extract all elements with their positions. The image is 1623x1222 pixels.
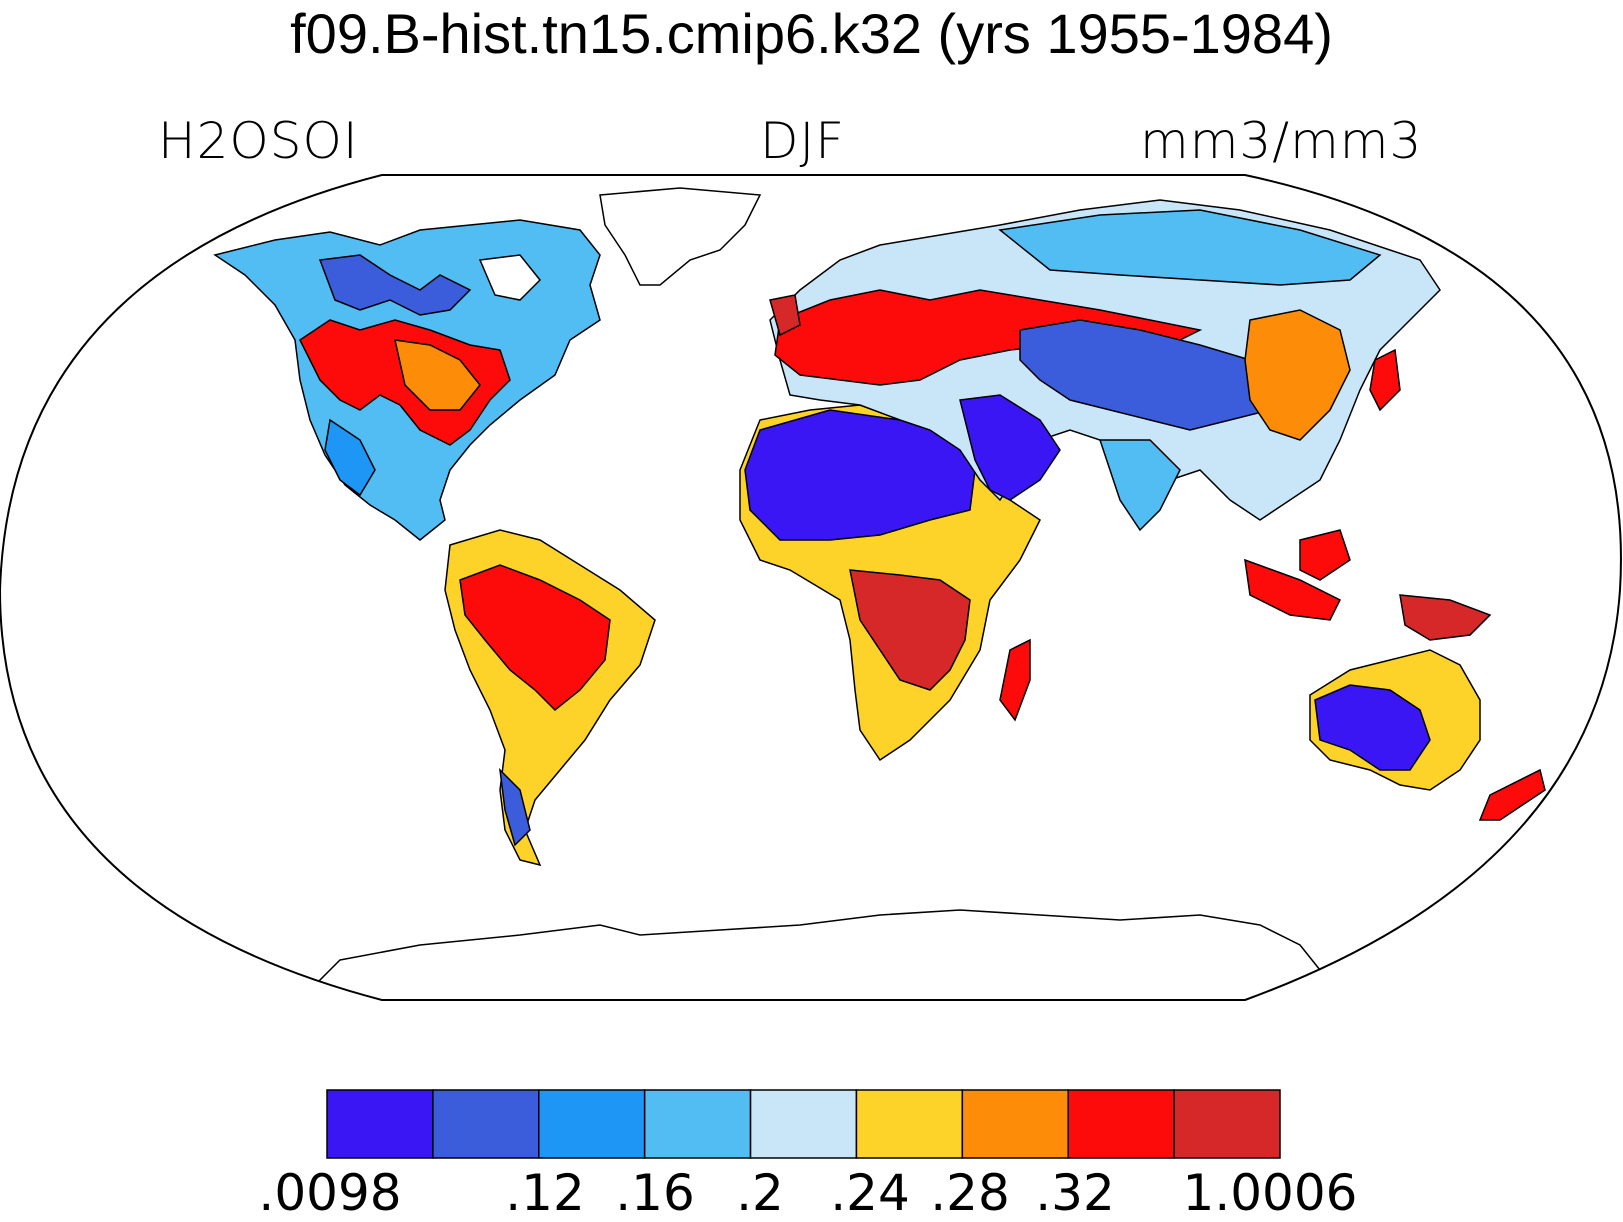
colorbar-tick-label: .24 [830, 1164, 910, 1222]
eurasia [769, 199, 1441, 532]
map-border [0, 174, 1622, 1001]
colorbar-swatch [855, 1089, 964, 1159]
oceania [1244, 529, 1546, 821]
africa [739, 404, 1041, 762]
season-label: DJF [760, 112, 846, 170]
colorbar-tick-label: 1.0006 [1182, 1164, 1358, 1222]
colorbar-swatch [538, 1089, 646, 1159]
colorbar-tick-label: .0098 [258, 1164, 402, 1222]
colorbar-tick-label: .12 [505, 1164, 585, 1222]
south-america [444, 529, 656, 867]
colorbar-swatch [749, 1089, 858, 1159]
units-label: mm3/mm3 [1140, 112, 1423, 170]
antarctica [298, 909, 1342, 1000]
world-map [0, 174, 1622, 1001]
colorbar-swatch [1067, 1089, 1175, 1159]
colorbar-swatch [326, 1089, 434, 1159]
colorbar-tick-label: .2 [736, 1164, 784, 1222]
colorbar-tick-label: .28 [930, 1164, 1010, 1222]
colorbar [326, 1089, 1281, 1159]
colorbar-tick-label: .16 [615, 1164, 695, 1222]
colorbar-swatch [961, 1089, 1069, 1159]
colorbar-swatch [643, 1089, 752, 1159]
colorbar-tick-label: .32 [1035, 1164, 1115, 1222]
variable-label: H2OSOI [158, 112, 359, 170]
colorbar-swatch [1173, 1089, 1281, 1159]
colorbar-swatch [432, 1089, 540, 1159]
north-america [213, 187, 762, 541]
page-title: f09.B-hist.tn15.cmip6.k32 (yrs 1955-1984… [290, 2, 1333, 65]
